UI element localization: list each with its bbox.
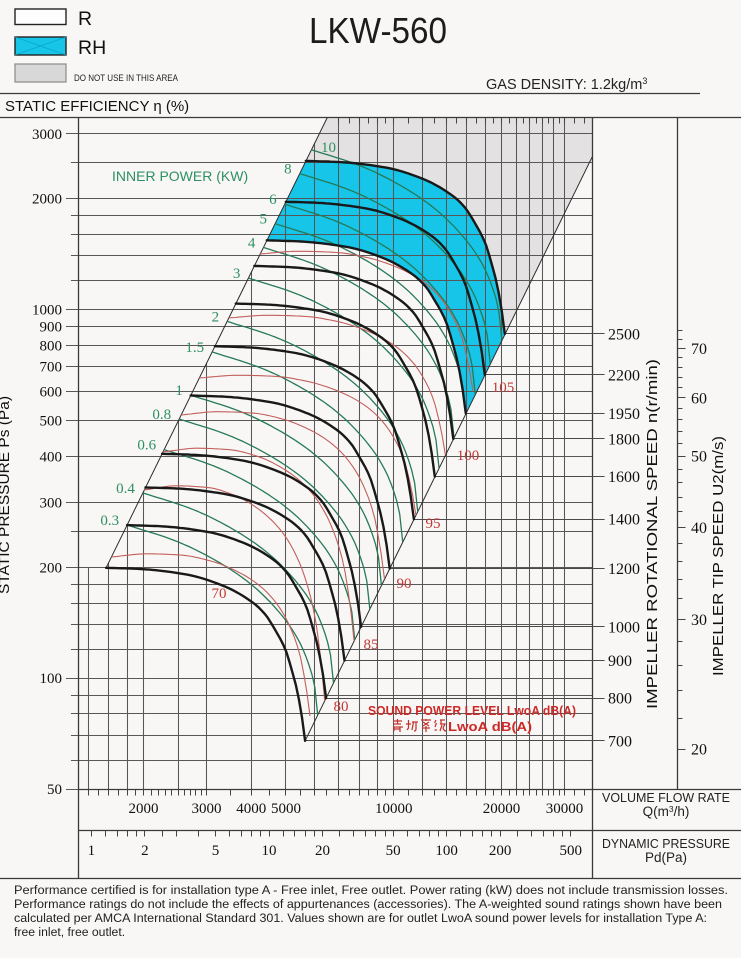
svg-text:700: 700: [608, 733, 632, 750]
svg-text:40: 40: [691, 520, 707, 537]
svg-text:80: 80: [334, 699, 349, 715]
svg-text:300: 300: [40, 495, 63, 511]
svg-text:8: 8: [284, 162, 292, 178]
svg-text:500: 500: [40, 414, 63, 430]
svg-text:5: 5: [260, 212, 268, 228]
svg-text:1: 1: [88, 843, 96, 859]
svg-text:800: 800: [608, 691, 632, 708]
svg-text:0.8: 0.8: [152, 407, 171, 423]
svg-text:0.6: 0.6: [137, 438, 156, 454]
svg-text:1600: 1600: [608, 469, 640, 486]
svg-text:STATIC PRESSURE Ps (Pa): STATIC PRESSURE Ps (Pa): [0, 396, 13, 594]
svg-text:2200: 2200: [608, 367, 640, 384]
svg-text:100: 100: [435, 843, 458, 859]
svg-text:3: 3: [233, 266, 241, 282]
svg-text:2500: 2500: [608, 326, 640, 343]
svg-text:105: 105: [492, 380, 515, 396]
svg-text:1200: 1200: [608, 561, 640, 578]
svg-text:GAS DENSITY: 1.2kg/m3: GAS DENSITY: 1.2kg/m3: [486, 76, 647, 93]
svg-text:60: 60: [691, 390, 707, 407]
svg-text:5000: 5000: [271, 801, 301, 817]
svg-text:IMPELLER ROTATIONAL SPEED n(r/: IMPELLER ROTATIONAL SPEED n(r/min): [644, 359, 661, 709]
svg-text:IMPELLER TIP SPEED U2(m/s): IMPELLER TIP SPEED U2(m/s): [710, 436, 727, 676]
svg-text:1000: 1000: [32, 303, 62, 319]
svg-text:1800: 1800: [608, 431, 640, 448]
svg-text:100: 100: [40, 671, 63, 687]
svg-text:2000: 2000: [32, 192, 62, 208]
svg-text:1: 1: [175, 383, 183, 399]
svg-text:SOUND POWER LEVEL LwoA dB(A): SOUND POWER LEVEL LwoA dB(A): [368, 703, 576, 718]
svg-text:50: 50: [386, 843, 401, 859]
svg-text:STATIC EFFICIENCY η (%): STATIC EFFICIENCY η (%): [5, 98, 189, 115]
svg-text:500: 500: [559, 843, 582, 859]
svg-text:900: 900: [40, 320, 63, 336]
svg-text:0.3: 0.3: [100, 513, 119, 529]
svg-text:Q(m3/h): Q(m3/h): [643, 804, 690, 819]
svg-text:LKW-560: LKW-560: [309, 10, 447, 51]
svg-text:1.5: 1.5: [185, 340, 204, 356]
svg-text:700: 700: [40, 360, 63, 376]
svg-text:20: 20: [691, 742, 707, 759]
svg-text:10000: 10000: [375, 801, 413, 817]
svg-text:6: 6: [269, 192, 277, 208]
svg-text:30: 30: [691, 612, 707, 629]
svg-text:DO NOT USE IN THIS AREA: DO NOT USE IN THIS AREA: [74, 73, 179, 83]
svg-text:4: 4: [248, 235, 256, 251]
svg-text:600: 600: [40, 384, 63, 400]
svg-text:100: 100: [457, 448, 480, 464]
svg-text:85: 85: [364, 637, 379, 653]
svg-text:200: 200: [40, 560, 63, 576]
svg-text:10: 10: [262, 843, 277, 859]
svg-text:10: 10: [321, 140, 336, 156]
svg-text:3000: 3000: [192, 801, 222, 817]
svg-text:1950: 1950: [608, 406, 640, 423]
svg-text:VOLUME FLOW RATE: VOLUME FLOW RATE: [602, 790, 730, 805]
svg-text:800: 800: [40, 338, 63, 354]
svg-text:95: 95: [426, 516, 441, 532]
svg-text:50: 50: [47, 782, 62, 798]
svg-text:50: 50: [691, 449, 707, 466]
svg-text:0.4: 0.4: [116, 481, 135, 497]
svg-text:20: 20: [315, 843, 330, 859]
svg-text:R: R: [78, 8, 92, 30]
svg-text:3000: 3000: [32, 127, 62, 143]
svg-text:LwoA dB(A): LwoA dB(A): [448, 719, 532, 734]
svg-text:Performance ratings do not inc: Performance ratings do not include the e…: [14, 897, 722, 911]
svg-text:2: 2: [141, 843, 149, 859]
svg-text:RH: RH: [78, 37, 106, 59]
svg-text:INNER POWER (KW): INNER POWER (KW): [112, 168, 248, 184]
svg-text:Performance certified is for i: Performance certified is for installatio…: [14, 883, 728, 897]
svg-text:5: 5: [212, 843, 220, 859]
svg-text:90: 90: [397, 576, 412, 592]
svg-text:900: 900: [608, 653, 632, 670]
svg-text:free inlet, free outlet.: free inlet, free outlet.: [14, 925, 125, 939]
svg-text:1400: 1400: [608, 512, 640, 529]
svg-text:70: 70: [691, 341, 707, 358]
svg-text:200: 200: [489, 843, 512, 859]
svg-text:2000: 2000: [129, 801, 159, 817]
svg-text:1000: 1000: [608, 619, 640, 636]
svg-text:400: 400: [40, 449, 63, 465]
svg-text:Pd(Pa): Pd(Pa): [645, 850, 687, 865]
svg-text:70: 70: [212, 586, 227, 602]
svg-text:2: 2: [212, 309, 220, 325]
svg-text:DYNAMIC PRESSURE: DYNAMIC PRESSURE: [602, 836, 730, 851]
svg-text:20000: 20000: [483, 801, 521, 817]
svg-text:4000: 4000: [236, 801, 266, 817]
svg-text:calculated per AMCA Internatio: calculated per AMCA International Standa…: [14, 911, 707, 925]
svg-text:30000: 30000: [546, 801, 584, 817]
